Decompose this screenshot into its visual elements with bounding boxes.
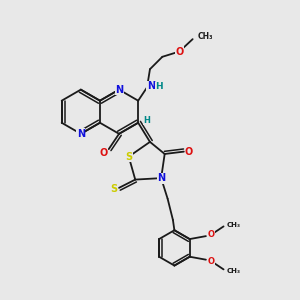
Text: S: S	[125, 152, 132, 162]
Text: H: H	[156, 82, 163, 91]
Text: CH₃: CH₃	[227, 268, 241, 274]
Text: O: O	[99, 148, 108, 158]
Text: O: O	[175, 46, 184, 56]
Text: CH₃: CH₃	[198, 32, 214, 41]
Text: CH₃: CH₃	[227, 222, 241, 228]
Text: N: N	[147, 81, 155, 91]
Text: N: N	[77, 129, 85, 139]
Text: N: N	[115, 85, 123, 94]
Text: O: O	[208, 257, 215, 266]
Text: N: N	[157, 173, 165, 183]
Text: O: O	[185, 147, 193, 157]
Text: O: O	[208, 230, 215, 239]
Text: H: H	[144, 116, 151, 125]
Text: S: S	[110, 184, 117, 194]
